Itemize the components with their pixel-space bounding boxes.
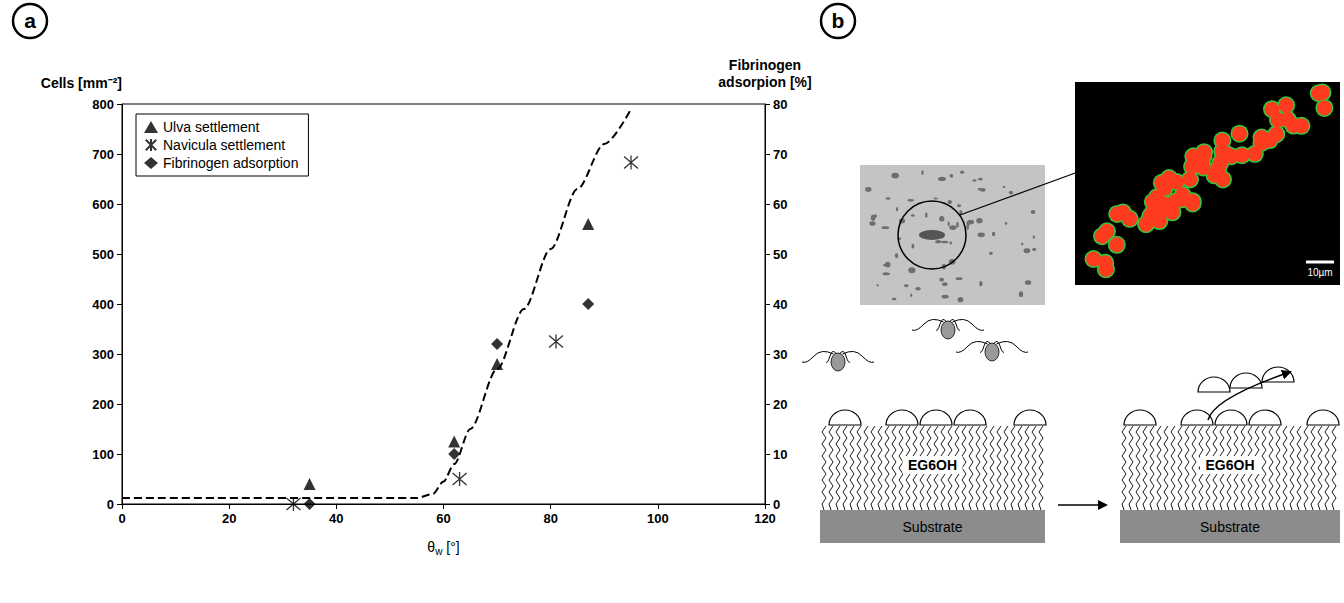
svg-text:400: 400 (92, 297, 114, 312)
svg-text:20: 20 (222, 511, 236, 526)
svg-text:60: 60 (773, 197, 787, 212)
svg-text:Ulva settlement: Ulva settlement (163, 119, 260, 135)
svg-text:40: 40 (773, 297, 787, 312)
svg-text:500: 500 (92, 247, 114, 262)
svg-text:30: 30 (773, 347, 787, 362)
svg-text:Fibrinogen adsorption: Fibrinogen adsorption (163, 155, 298, 171)
svg-text:Substrate: Substrate (903, 519, 963, 535)
svg-text:0: 0 (107, 497, 114, 512)
svg-text:40: 40 (329, 511, 343, 526)
svg-text:adsorpion [%]: adsorpion [%] (718, 74, 811, 90)
svg-text:Substrate: Substrate (1200, 519, 1260, 535)
svg-text:600: 600 (92, 197, 114, 212)
svg-text:Navicula settlement: Navicula settlement (163, 137, 285, 153)
svg-text:[°]: [°] (442, 539, 459, 555)
html-text:θw: θw (427, 539, 443, 557)
svg-text:EG6OH: EG6OH (1205, 457, 1254, 473)
svg-text:800: 800 (92, 97, 114, 112)
svg-text:b: b (832, 9, 845, 32)
svg-text:20: 20 (773, 397, 787, 412)
svg-text:EG6OH: EG6OH (908, 457, 957, 473)
svg-text:120: 120 (754, 511, 776, 526)
svg-text:10: 10 (773, 447, 787, 462)
svg-text:100: 100 (647, 511, 669, 526)
svg-text:700: 700 (92, 147, 114, 162)
svg-text:Cells [mm⁻²]: Cells [mm⁻²] (41, 75, 122, 91)
svg-text:Fibrinogen: Fibrinogen (729, 57, 801, 73)
svg-text:70: 70 (773, 147, 787, 162)
svg-text:a: a (24, 9, 36, 32)
svg-text:0: 0 (773, 497, 780, 512)
svg-text:50: 50 (773, 247, 787, 262)
svg-text:60: 60 (436, 511, 450, 526)
svg-text:100: 100 (92, 447, 114, 462)
svg-text:300: 300 (92, 347, 114, 362)
svg-text:80: 80 (773, 97, 787, 112)
svg-text:200: 200 (92, 397, 114, 412)
svg-text:10µm: 10µm (1307, 267, 1332, 278)
svg-text:80: 80 (543, 511, 557, 526)
svg-text:0: 0 (118, 511, 125, 526)
